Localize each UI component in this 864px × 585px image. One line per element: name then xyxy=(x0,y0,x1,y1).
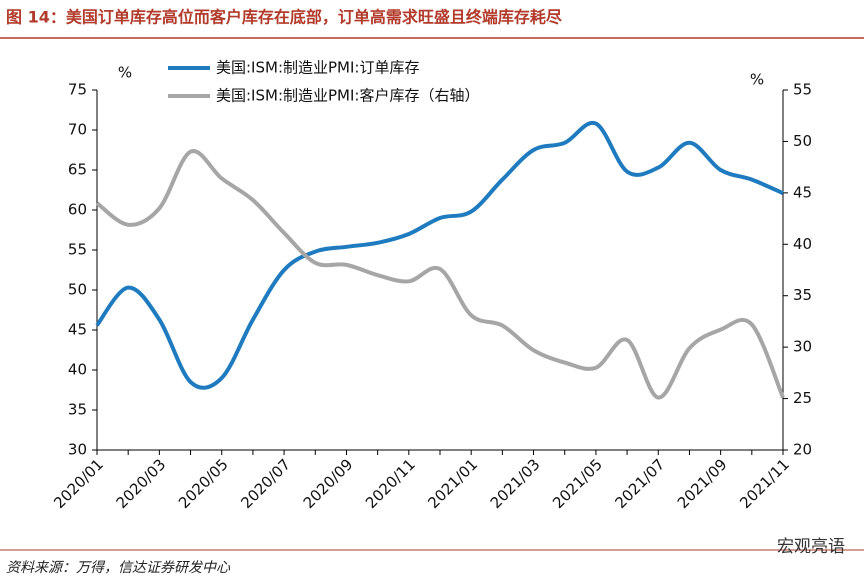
y2-tick-label: 50 xyxy=(793,132,812,150)
y-axis-label: % xyxy=(118,64,132,82)
x-tick-label: 2020/09 xyxy=(300,455,357,512)
y-tick-label: 65 xyxy=(68,161,87,179)
y2-tick-label: 55 xyxy=(793,81,812,99)
y2-tick-label: 35 xyxy=(793,286,812,304)
y-tick-label: 30 xyxy=(68,441,87,459)
series-line xyxy=(95,149,785,400)
x-tick-label: 2021/03 xyxy=(487,455,544,512)
x-tick-label: 2020/05 xyxy=(175,455,232,512)
y2-tick-label: 30 xyxy=(793,338,812,356)
x-tick-label: 2021/07 xyxy=(611,455,668,512)
chart-title: 图 14：美国订单库存高位而客户库存在底部，订单高需求旺盛且终端库存耗尽 xyxy=(6,8,563,27)
x-tick-label: 2021/05 xyxy=(549,455,606,512)
x-tick-label: 2020/11 xyxy=(362,455,419,512)
series-line xyxy=(95,120,784,390)
y-tick-label: 40 xyxy=(68,361,87,379)
watermark: 宏观亮语 xyxy=(777,537,845,557)
y2-axis-label: % xyxy=(750,71,764,89)
legend-label: 美国:ISM:制造业PMI:订单库存 xyxy=(216,59,419,77)
x-tick-label: 2020/07 xyxy=(237,455,294,512)
x-tick-label: 2020/03 xyxy=(113,455,170,512)
y-tick-label: 70 xyxy=(68,121,87,139)
y2-tick-label: 45 xyxy=(793,183,812,201)
y2-tick-label: 20 xyxy=(793,441,812,459)
y2-tick-label: 40 xyxy=(793,235,812,253)
y2-tick-label: 25 xyxy=(793,389,812,407)
legend-label: 美国:ISM:制造业PMI:客户库存（右轴） xyxy=(216,87,479,105)
y-tick-label: 50 xyxy=(68,281,87,299)
x-tick-label: 2021/11 xyxy=(736,455,793,512)
y-tick-label: 60 xyxy=(68,201,87,219)
y-tick-label: 35 xyxy=(68,401,87,419)
x-tick-label: 2021/09 xyxy=(674,455,731,512)
y-tick-label: 75 xyxy=(68,81,87,99)
source-note: 资料来源：万得，信达证券研发中心 xyxy=(6,560,231,576)
y-tick-label: 55 xyxy=(68,241,87,259)
x-tick-label: 2020/01 xyxy=(50,455,107,512)
y-tick-label: 45 xyxy=(68,321,87,339)
x-tick-label: 2021/01 xyxy=(424,455,481,512)
